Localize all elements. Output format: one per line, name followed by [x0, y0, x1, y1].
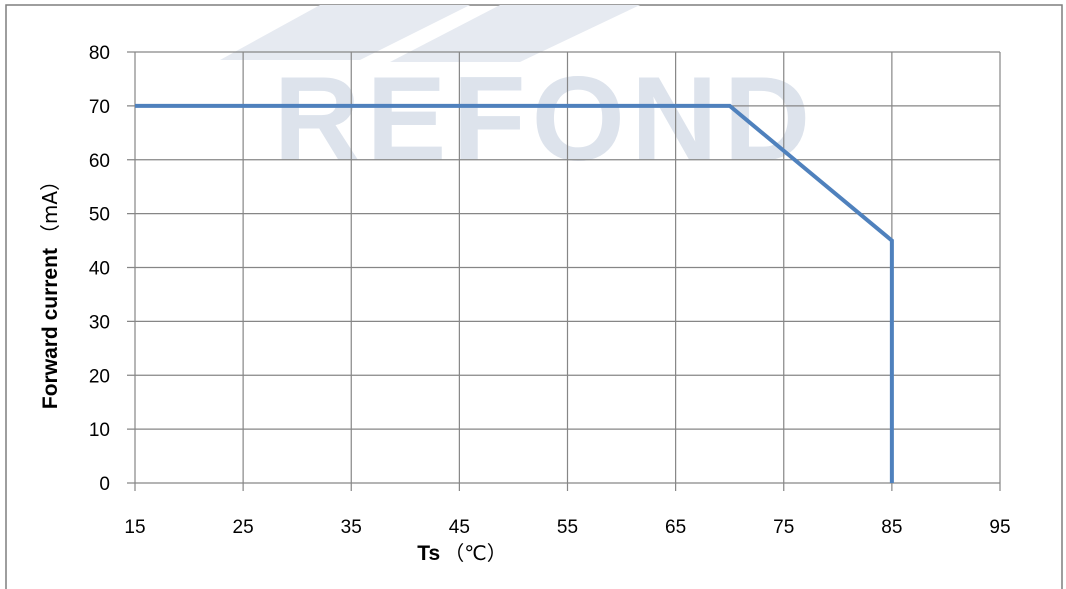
y-axis-label: Forward current [39, 248, 62, 409]
series-line-0 [135, 103, 894, 483]
y-tick-label-30: 30 [89, 312, 110, 333]
watermark-text: REFOND [274, 52, 817, 186]
y-tick-label-0: 0 [99, 474, 110, 495]
x-tick-label-35: 35 [341, 517, 362, 538]
x-tick-label-55: 55 [557, 517, 578, 538]
x-tick-label-75: 75 [773, 517, 794, 538]
x-tick-labels: 15 25 35 45 55 65 75 85 95 [124, 517, 1010, 538]
x-tick-label-45: 45 [449, 517, 470, 538]
y-tick-label-50: 50 [89, 205, 110, 226]
series-layer [134, 103, 894, 484]
x-axis-label: Ts [417, 542, 440, 565]
x-tick-label-15: 15 [124, 517, 145, 538]
y-axis-unit: （mA） [38, 171, 62, 244]
y-tick-label-10: 10 [89, 420, 110, 441]
y-tick-label-40: 40 [89, 259, 110, 280]
y-tick-label-80: 80 [89, 43, 110, 64]
y-tick-label-20: 20 [89, 366, 110, 387]
x-tick-label-95: 95 [989, 517, 1010, 538]
x-tick-label-65: 65 [665, 517, 686, 538]
x-tick-label-25: 25 [233, 517, 254, 538]
grid-horizontal [127, 51, 1000, 484]
y-axis-title: Forward current （mA） [38, 171, 62, 409]
y-tick-labels: 0 10 20 30 40 50 60 70 80 [89, 43, 110, 495]
y-tick-label-60: 60 [89, 151, 110, 172]
x-axis-unit: （℃） [444, 541, 506, 565]
x-axis-title: Ts （℃） [417, 541, 506, 565]
y-tick-label-70: 70 [89, 97, 110, 118]
x-tick-label-85: 85 [881, 517, 902, 538]
watermark-swoosh-icon [220, 5, 640, 62]
grid-vertical [134, 52, 1001, 491]
